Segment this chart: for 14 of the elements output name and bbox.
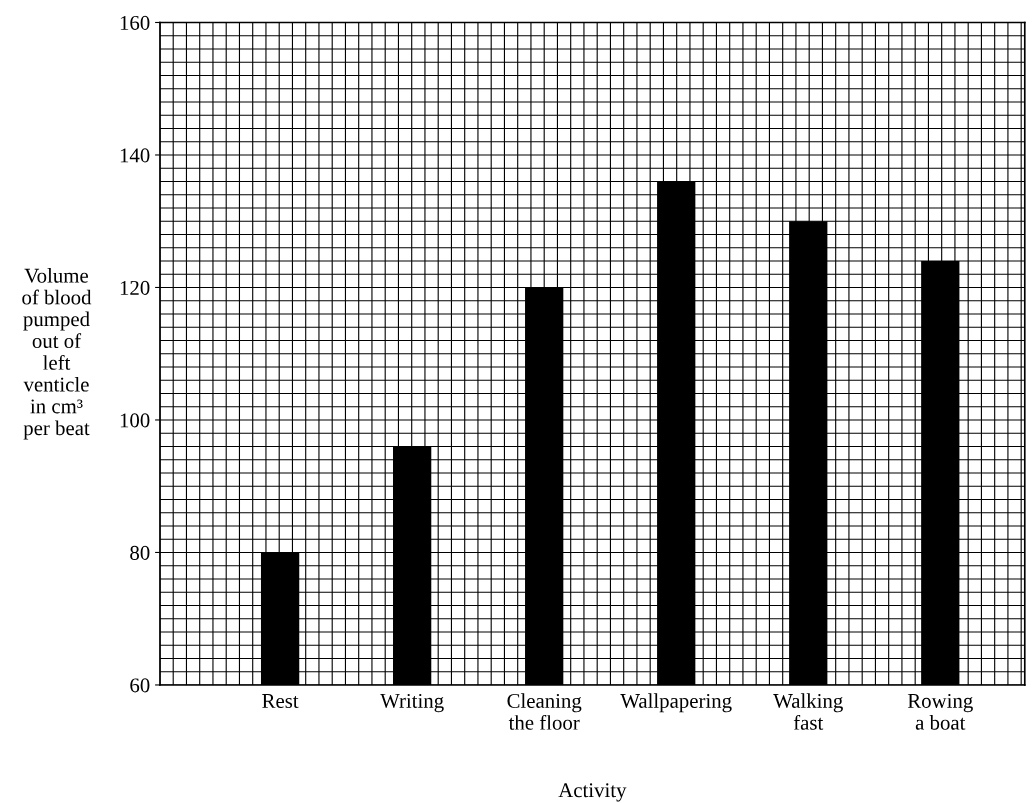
x-tick-label: Walking fast [773, 693, 843, 730]
y-axis-title: Volume of blood pumped out of left venticle in cm³ per beat [22, 268, 92, 440]
x-tick-label: Writing [380, 693, 444, 713]
y-tick-label: 140 [120, 148, 150, 163]
x-tick-label: Wallpapering [620, 693, 732, 713]
y-tick-label: 100 [120, 413, 150, 428]
y-tick-label: 80 [130, 545, 150, 560]
x-axis-title: Activity [558, 783, 627, 802]
y-tick-label: 120 [120, 280, 150, 295]
x-tick-label: Rowing a boat [907, 693, 973, 730]
y-tick-label: 60 [130, 678, 150, 693]
x-tick-label: Cleaning the floor [507, 693, 582, 730]
y-tick-label: 160 [120, 15, 150, 30]
x-tick-label: Rest [262, 694, 299, 708]
